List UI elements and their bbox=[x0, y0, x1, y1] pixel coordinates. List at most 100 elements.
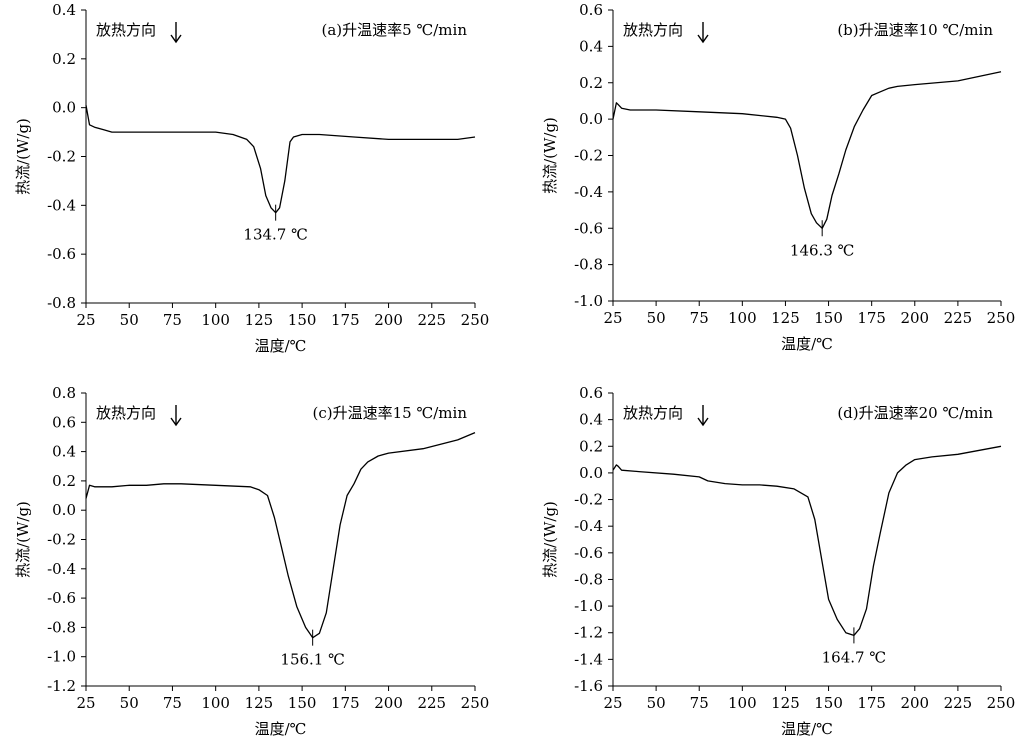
y-tick-label: -0.2 bbox=[47, 148, 76, 166]
x-tick-label: 125 bbox=[771, 694, 800, 712]
y-axis-title: 热流/(W/g) bbox=[14, 501, 32, 578]
y-tick-label: -0.4 bbox=[47, 560, 76, 578]
x-axis-title: 温度/℃ bbox=[255, 337, 307, 355]
x-axis-title: 温度/℃ bbox=[255, 720, 307, 738]
panel-label: (b)升温速率10 ℃/min bbox=[837, 21, 993, 39]
y-tick-label: -1.6 bbox=[574, 677, 603, 695]
x-axis-title: 温度/℃ bbox=[781, 720, 833, 738]
y-tick-label: -0.2 bbox=[574, 491, 603, 509]
y-tick-label: -1.2 bbox=[574, 624, 603, 642]
x-tick-label: 150 bbox=[814, 694, 843, 712]
y-tick-label: -1.0 bbox=[47, 648, 76, 666]
panel-b: 25 50 75 100 125 150 175 200 225 250 -1.0 -0.8 -0.6 -… bbox=[541, 1, 1015, 353]
heat-flow-line bbox=[85, 432, 476, 639]
x-tick-label: 250 bbox=[987, 309, 1016, 327]
y-tick-label: -0.8 bbox=[47, 294, 76, 312]
y-tick-label: 0.0 bbox=[52, 99, 76, 117]
y-tick-label: 0.4 bbox=[52, 1, 76, 19]
exotherm-direction-label: 放热方向 bbox=[96, 404, 156, 422]
y-tick-label: -1.0 bbox=[574, 292, 603, 310]
y-tick-label: 0.2 bbox=[52, 472, 76, 490]
x-tick-label: 100 bbox=[201, 311, 230, 329]
x-tick-label: 200 bbox=[374, 694, 403, 712]
arrow-head bbox=[170, 34, 182, 44]
y-tick-label: -0.2 bbox=[574, 147, 603, 165]
y-tick-label: 0.6 bbox=[579, 1, 603, 19]
panel-label: (d)升温速率20 ℃/min bbox=[837, 404, 993, 422]
y-tick-label: 0.4 bbox=[52, 443, 76, 461]
y-axis-title: 热流/(W/g) bbox=[14, 118, 32, 195]
x-tick-label: 225 bbox=[944, 694, 973, 712]
panel-a: 25 50 75 100 125 150 175 200 225 250 -0.8 -0.6 -0.4 -… bbox=[14, 1, 489, 355]
x-tick-label: 175 bbox=[331, 311, 360, 329]
y-tick-label: -0.4 bbox=[47, 196, 76, 214]
y-tick-label: -0.8 bbox=[574, 570, 603, 588]
y-tick-label: -0.6 bbox=[47, 589, 76, 607]
y-tick-label: 0.8 bbox=[52, 384, 76, 402]
y-tick-label: 0.0 bbox=[579, 110, 603, 128]
heat-flow-line bbox=[612, 71, 1002, 229]
x-tick-label: 250 bbox=[461, 694, 490, 712]
exotherm-direction-label: 放热方向 bbox=[623, 21, 683, 39]
x-tick-label: 75 bbox=[163, 694, 182, 712]
x-tick-label: 75 bbox=[690, 309, 709, 327]
x-tick-label: 125 bbox=[771, 309, 800, 327]
x-tick-label: 25 bbox=[603, 309, 622, 327]
y-tick-label: 0.2 bbox=[52, 50, 76, 68]
panel-d: 25 50 75 100 125 150 175 200 225 250 -1.6 -1.4 -1.2 -… bbox=[541, 384, 1015, 738]
y-tick-label: -0.8 bbox=[47, 618, 76, 636]
arrow-head bbox=[697, 417, 709, 427]
x-tick-label: 100 bbox=[728, 694, 757, 712]
x-tick-label: 150 bbox=[288, 311, 317, 329]
x-tick-label: 75 bbox=[690, 694, 709, 712]
heat-flow-line bbox=[612, 445, 1002, 637]
x-tick-label: 25 bbox=[76, 694, 95, 712]
x-tick-label: 50 bbox=[120, 694, 139, 712]
x-tick-label: 150 bbox=[814, 309, 843, 327]
y-tick-label: -0.8 bbox=[574, 256, 603, 274]
y-tick-label: 0.6 bbox=[579, 384, 603, 402]
y-tick-label: 0.6 bbox=[52, 413, 76, 431]
x-tick-label: 150 bbox=[288, 694, 317, 712]
y-tick-label: -0.2 bbox=[47, 531, 76, 549]
y-tick-label: 0.2 bbox=[579, 437, 603, 455]
panel-label: (c)升温速率15 ℃/min bbox=[313, 404, 468, 422]
y-tick-label: 0.4 bbox=[579, 411, 603, 429]
x-tick-label: 50 bbox=[647, 309, 666, 327]
x-tick-label: 250 bbox=[461, 311, 490, 329]
x-tick-label: 100 bbox=[201, 694, 230, 712]
y-tick-label: -1.0 bbox=[574, 597, 603, 615]
y-tick-label: -1.4 bbox=[574, 650, 603, 668]
y-tick-label: -1.2 bbox=[47, 677, 76, 695]
y-tick-label: 0.2 bbox=[579, 74, 603, 92]
y-axis-title: 热流/(W/g) bbox=[541, 501, 559, 578]
y-tick-label: -0.6 bbox=[574, 544, 603, 562]
y-tick-label: -0.6 bbox=[47, 245, 76, 263]
x-tick-label: 50 bbox=[647, 694, 666, 712]
x-tick-label: 25 bbox=[603, 694, 622, 712]
y-tick-label: 0.0 bbox=[52, 501, 76, 519]
y-tick-label: -0.4 bbox=[574, 183, 603, 201]
panel-c: 25 50 75 100 125 150 175 200 225 250 -1.2 -1.0 -0.8 -… bbox=[14, 384, 489, 738]
x-tick-label: 75 bbox=[163, 311, 182, 329]
y-tick-label: 0.4 bbox=[579, 37, 603, 55]
x-tick-label: 25 bbox=[76, 311, 95, 329]
arrow-head bbox=[697, 34, 709, 44]
peak-label: 146.3 ℃ bbox=[790, 241, 855, 259]
peak-label: 164.7 ℃ bbox=[822, 648, 887, 666]
x-tick-label: 200 bbox=[374, 311, 403, 329]
y-tick-label: -0.6 bbox=[574, 219, 603, 237]
x-tick-label: 225 bbox=[417, 311, 446, 329]
x-tick-label: 50 bbox=[120, 311, 139, 329]
x-tick-label: 125 bbox=[245, 311, 274, 329]
y-axis-title: 热流/(W/g) bbox=[541, 117, 559, 194]
exotherm-direction-label: 放热方向 bbox=[623, 404, 683, 422]
heat-flow-line bbox=[85, 105, 476, 214]
x-tick-label: 100 bbox=[728, 309, 757, 327]
panel-label: (a)升温速率5 ℃/min bbox=[322, 21, 468, 39]
x-tick-label: 250 bbox=[987, 694, 1016, 712]
x-axis-title: 温度/℃ bbox=[781, 335, 833, 353]
x-tick-label: 175 bbox=[331, 694, 360, 712]
x-tick-label: 225 bbox=[944, 309, 973, 327]
